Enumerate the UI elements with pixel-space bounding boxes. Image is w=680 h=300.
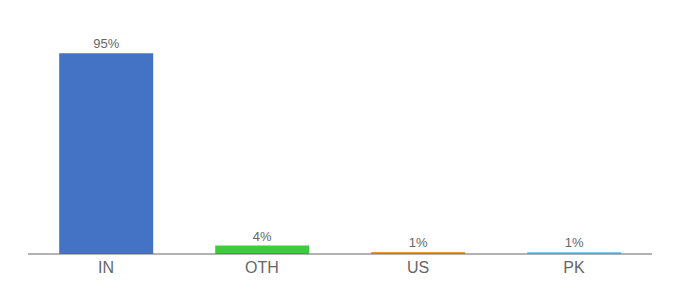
svg-text:OTH: OTH bbox=[245, 259, 279, 276]
svg-text:US: US bbox=[407, 259, 429, 276]
svg-text:IN: IN bbox=[98, 259, 114, 276]
svg-text:PK: PK bbox=[563, 259, 585, 276]
svg-text:95%: 95% bbox=[93, 36, 119, 51]
svg-text:1%: 1% bbox=[565, 235, 584, 250]
svg-text:1%: 1% bbox=[409, 235, 428, 250]
svg-text:4%: 4% bbox=[253, 229, 272, 244]
